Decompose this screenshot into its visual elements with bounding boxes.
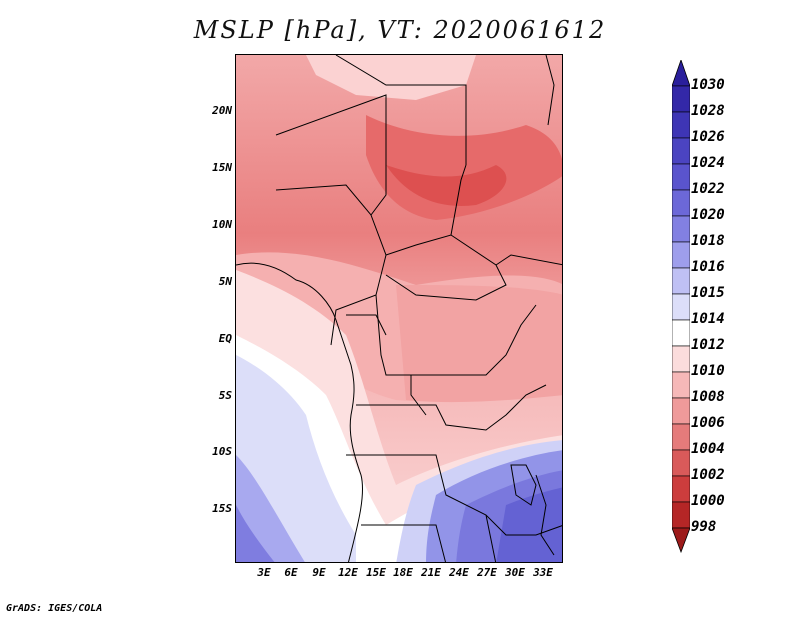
colorbar-segment <box>672 215 690 243</box>
colorbar-label: 1008 <box>691 389 725 405</box>
colorbar-segment <box>672 85 690 113</box>
colorbar-segment <box>672 423 690 451</box>
x-label-3e: 3E <box>257 566 271 579</box>
colorbar-label: 998 <box>691 519 717 535</box>
colorbar-segment <box>672 267 690 295</box>
x-label-30e: 30E <box>505 566 525 579</box>
colorbar-label: 1002 <box>691 467 725 483</box>
footer-credit: GrADS: IGES/COLA <box>6 603 103 614</box>
colorbar-label: 1030 <box>691 77 725 93</box>
colorbar-bottom-arrow <box>672 527 690 554</box>
colorbar-segment <box>672 475 690 503</box>
x-label-24e: 24E <box>449 566 469 579</box>
y-label-eq: EQ <box>218 332 232 345</box>
colorbar-segment <box>672 397 690 425</box>
pressure-band-1008 <box>396 285 562 403</box>
x-label-18e: 18E <box>393 566 413 579</box>
low-pressure-core <box>366 115 562 220</box>
colorbar-segment <box>672 501 690 529</box>
y-label-5n: 5N <box>218 275 232 288</box>
colorbar-segment <box>672 449 690 477</box>
colorbar-label: 1020 <box>691 207 725 223</box>
y-label-20n: 20N <box>212 104 232 117</box>
x-label-33e: 33E <box>533 566 553 579</box>
y-label-15n: 15N <box>212 161 232 174</box>
colorbar-segment <box>672 345 690 373</box>
colorbar-segment <box>672 293 690 321</box>
colorbar-segment <box>672 111 690 139</box>
low-pressure-core-inner <box>386 165 507 206</box>
x-label-12e: 12E <box>338 566 358 579</box>
colorbar-segment <box>672 137 690 165</box>
colorbar-label: 1026 <box>691 129 725 145</box>
pressure-field-map <box>236 55 562 562</box>
x-label-6e: 6E <box>284 566 298 579</box>
colorbar-segment <box>672 163 690 191</box>
colorbar-label: 1018 <box>691 233 725 249</box>
pressure-band-1020-west <box>236 505 275 562</box>
colorbar-label: 1015 <box>691 285 725 301</box>
colorbar-label: 1024 <box>691 155 725 171</box>
colorbar-top-arrow <box>672 60 690 87</box>
x-label-21e: 21E <box>421 566 441 579</box>
x-label-9e: 9E <box>312 566 326 579</box>
colorbar-segment <box>672 319 690 347</box>
colorbar <box>672 60 690 554</box>
colorbar-label: 1006 <box>691 415 725 431</box>
y-label-10s: 10S <box>212 445 232 458</box>
colorbar-label: 1004 <box>691 441 725 457</box>
x-label-15e: 15E <box>366 566 386 579</box>
pressure-band-1014 <box>306 55 476 100</box>
colorbar-segment <box>672 371 690 399</box>
colorbar-label: 1000 <box>691 493 725 509</box>
y-label-15s: 15S <box>212 502 232 515</box>
y-label-10n: 10N <box>212 218 232 231</box>
x-label-27e: 27E <box>477 566 497 579</box>
y-label-5s: 5S <box>218 389 232 402</box>
chart-title: MSLP [hPa], VT: 2020061612 <box>193 16 607 44</box>
colorbar-segment <box>672 189 690 217</box>
colorbar-segment <box>672 241 690 269</box>
colorbar-label: 1010 <box>691 363 725 379</box>
colorbar-label: 1016 <box>691 259 725 275</box>
colorbar-label: 1022 <box>691 181 725 197</box>
country-borders <box>236 55 562 562</box>
map-panel <box>235 54 563 563</box>
colorbar-label: 1012 <box>691 337 725 353</box>
colorbar-label: 1014 <box>691 311 725 327</box>
colorbar-label: 1028 <box>691 103 725 119</box>
